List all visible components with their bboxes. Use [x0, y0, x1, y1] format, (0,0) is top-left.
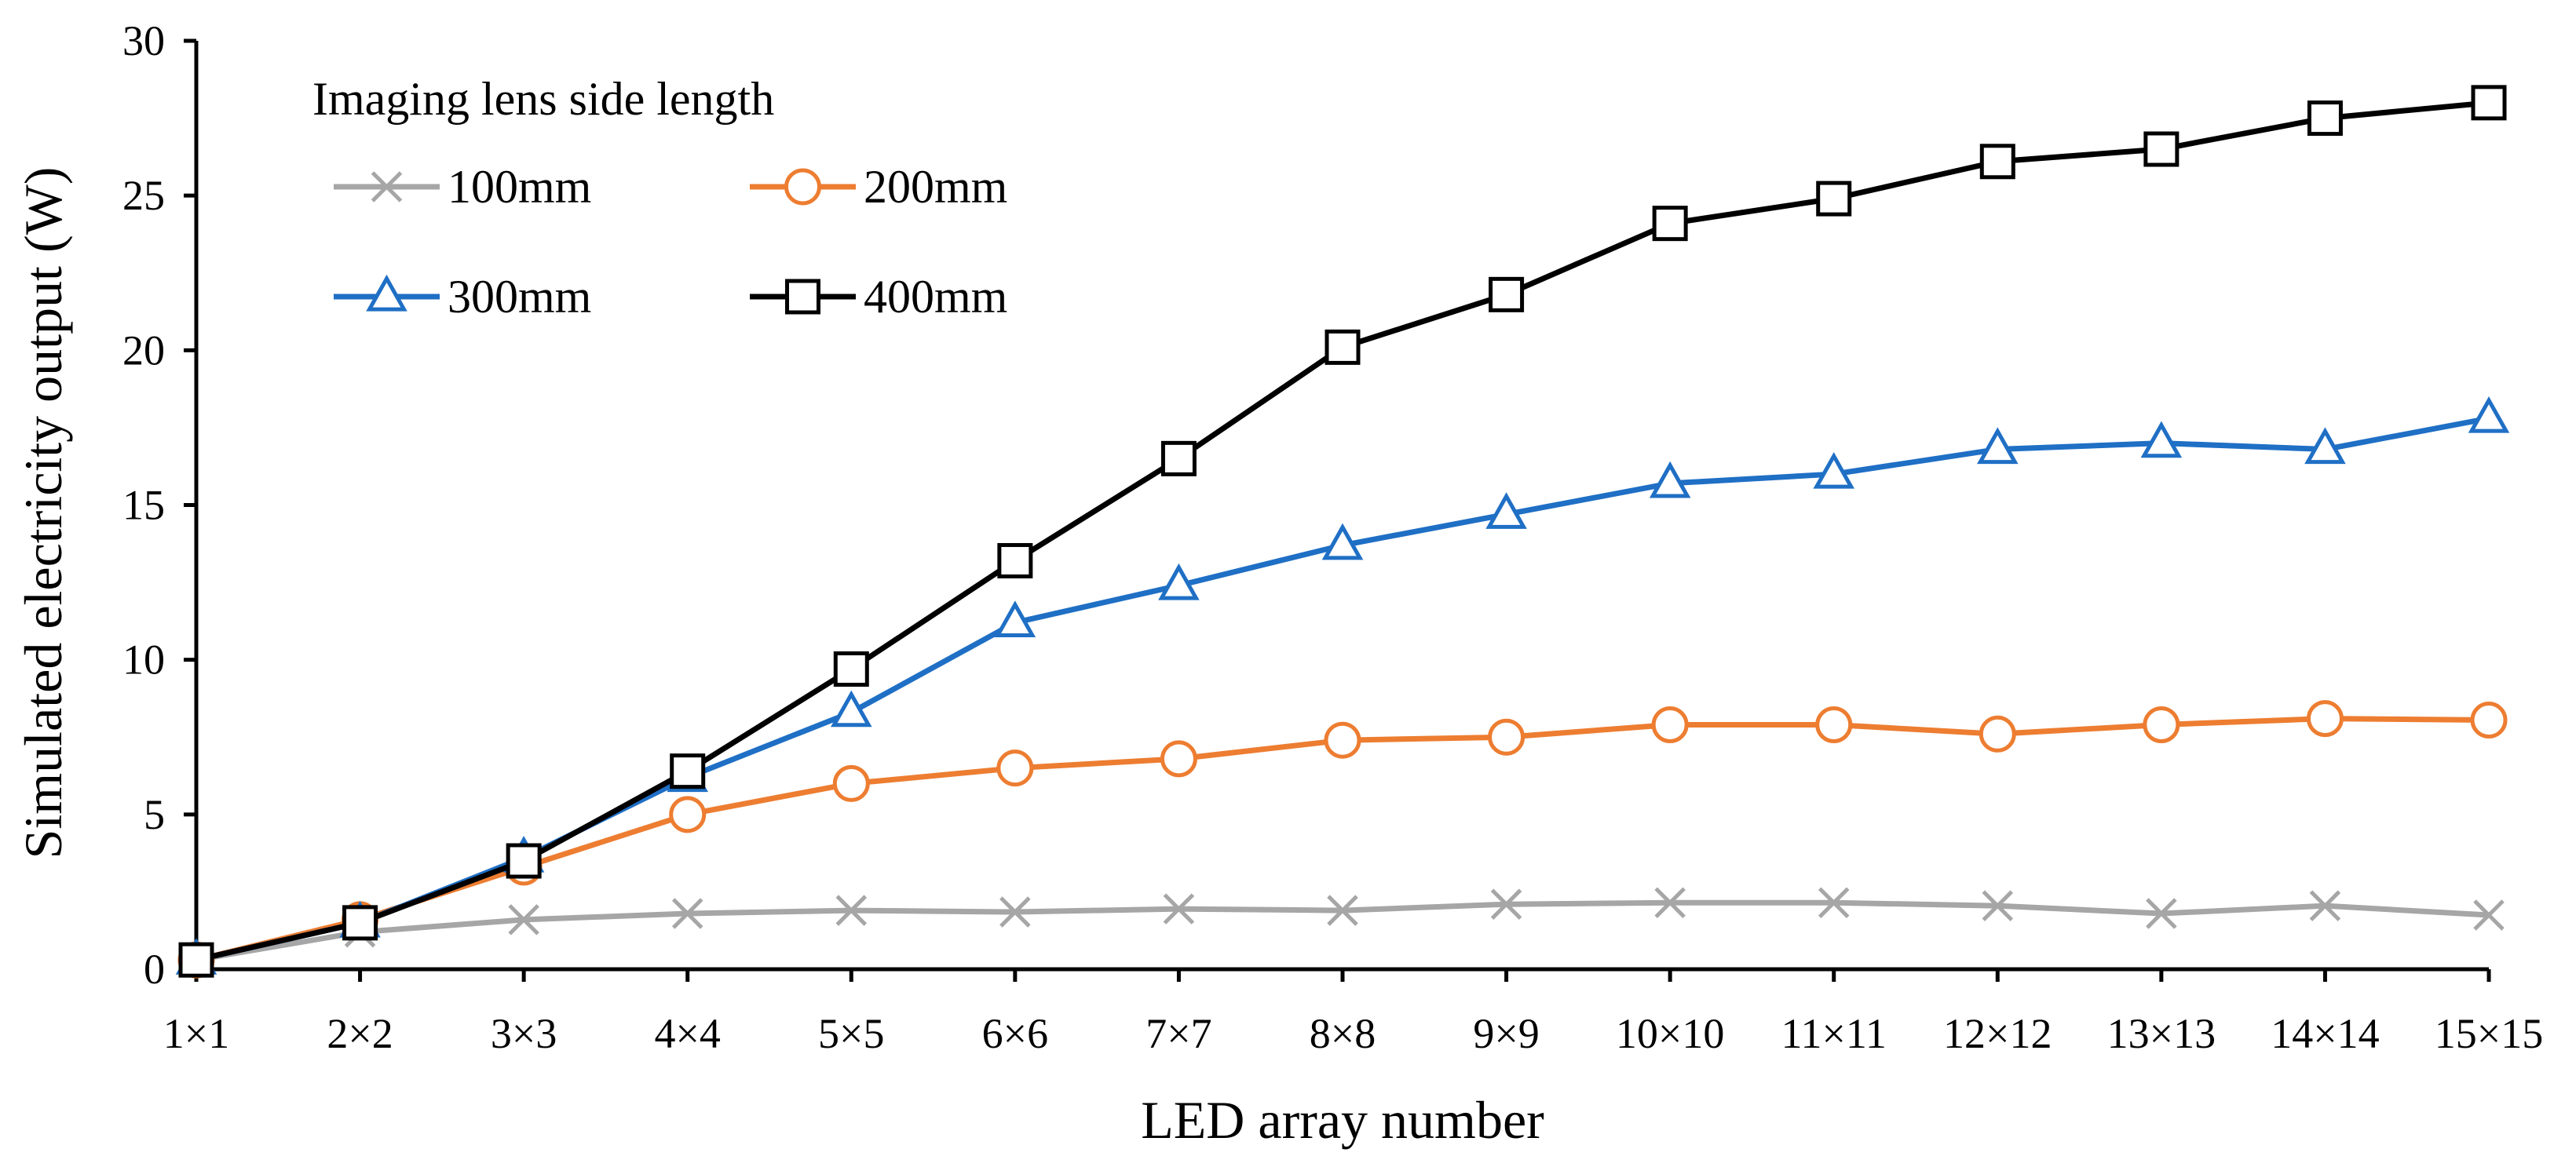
y-tick-label: 20: [122, 326, 165, 374]
data-point-100mm: [2146, 898, 2177, 929]
data-point-400mm: [342, 905, 378, 941]
data-point-400mm: [2471, 85, 2507, 121]
legend-label: 300mm: [448, 271, 591, 323]
data-point-400mm: [2307, 100, 2343, 137]
y-tick-label: 25: [122, 172, 165, 219]
data-point-100mm: [508, 904, 539, 935]
data-point-200mm: [669, 796, 707, 833]
data-point-400mm: [1489, 276, 1525, 312]
x-tick-label: 8×8: [1310, 1010, 1376, 1057]
y-tick-label: 0: [144, 946, 165, 993]
data-point-300mm: [2468, 396, 2510, 433]
x-tick-label: 7×7: [1145, 1010, 1211, 1057]
x-tick-label: 6×6: [982, 1010, 1048, 1057]
x-tick-label: 3×3: [491, 1010, 557, 1057]
data-point-100mm: [1982, 890, 2014, 921]
data-point-200mm: [2306, 700, 2344, 738]
data-point-400mm: [997, 542, 1033, 578]
data-point-200mm: [1815, 706, 1853, 743]
series-line-300mm: [195, 415, 2490, 963]
data-point-400mm: [1325, 329, 1361, 365]
legend-entry-400mm: 400mm: [750, 271, 1007, 323]
data-point-200mm: [2470, 702, 2508, 739]
series-300mm: [175, 396, 2510, 975]
x-tick-label: 14×14: [2271, 1010, 2379, 1057]
data-point-400mm: [670, 753, 706, 790]
legend-entry-300mm: 300mm: [334, 271, 591, 323]
data-point-300mm: [2140, 421, 2183, 458]
series-100mm: [181, 887, 2505, 976]
data-point-400mm: [1160, 440, 1197, 476]
x-tick-label: 13×13: [2107, 1010, 2216, 1057]
y-tick-label: 30: [122, 17, 165, 64]
legend-title: Imaging lens side length: [312, 73, 774, 125]
data-point-400mm: [506, 843, 542, 879]
legend: Imaging lens side length 100mm 200mm 300mm 4…: [312, 73, 1007, 323]
data-point-100mm: [1654, 887, 1686, 918]
data-point-200mm: [1324, 721, 1361, 759]
data-point-300mm: [2304, 427, 2346, 465]
x-tick-label: 2×2: [327, 1010, 393, 1057]
data-point-400mm: [1816, 181, 1852, 217]
legend-label: 400mm: [864, 271, 1007, 323]
data-point-100mm: [2473, 899, 2505, 931]
data-point-100mm: [999, 896, 1031, 928]
data-point-400mm: [833, 651, 869, 687]
axis-titles: LED array number Simulated electricity o…: [13, 167, 1544, 1150]
data-point-100mm: [671, 898, 703, 929]
legend-entry-200mm: 200mm: [750, 161, 1007, 213]
data-point-300mm: [1977, 427, 2019, 465]
data-point-200mm: [2143, 706, 2180, 743]
data-point-400mm: [178, 942, 214, 978]
legend-marker: [366, 274, 407, 312]
data-point-300mm: [1649, 461, 1691, 498]
data-point-200mm: [832, 764, 870, 802]
data-point-300mm: [994, 600, 1036, 637]
data-point-100mm: [1490, 888, 1522, 920]
legend-marker: [371, 171, 403, 202]
data-point-200mm: [996, 749, 1034, 787]
x-tick-label: 11×11: [1781, 1010, 1886, 1057]
y-tick-label: 15: [122, 482, 165, 529]
data-point-100mm: [835, 895, 868, 926]
legend-entry-100mm: 100mm: [334, 161, 591, 213]
data-point-300mm: [1485, 492, 1527, 529]
axes: 0 5 10 15 20 25 30 1×1 2×2 3×3 4×4 5×5 6×6 7×7 8×8 9×9 1…: [122, 17, 2543, 1057]
y-axis-title: Simulated electricity output (W): [13, 167, 73, 859]
x-tick-label: 5×5: [818, 1010, 884, 1057]
data-point-300mm: [1321, 523, 1364, 560]
data-point-100mm: [1818, 887, 1850, 918]
x-tick-label: 15×15: [2435, 1010, 2543, 1057]
x-axis-title: LED array number: [1141, 1090, 1544, 1150]
legend-label: 100mm: [448, 161, 591, 213]
data-point-200mm: [1651, 706, 1689, 743]
x-tick-label: 1×1: [163, 1010, 229, 1057]
data-point-300mm: [831, 690, 872, 728]
legend-marker: [784, 168, 821, 206]
series-200mm: [177, 700, 2508, 979]
data-point-300mm: [1813, 451, 1854, 489]
y-tick-label: 5: [144, 791, 165, 838]
data-point-300mm: [1158, 563, 1200, 600]
data-point-400mm: [1652, 206, 1688, 242]
x-tick-label: 12×12: [1943, 1010, 2052, 1057]
data-point-200mm: [1160, 740, 1197, 778]
legend-marker: [785, 279, 820, 315]
data-point-400mm: [1979, 144, 2015, 180]
data-point-100mm: [1163, 893, 1195, 924]
series-layer: [175, 85, 2510, 979]
data-point-200mm: [1488, 718, 1526, 756]
series-400mm: [178, 85, 2507, 978]
x-tick-label: 4×4: [654, 1010, 720, 1057]
data-point-400mm: [2143, 131, 2180, 167]
data-point-100mm: [1327, 895, 1358, 926]
legend-label: 200mm: [864, 161, 1007, 213]
data-point-100mm: [2309, 890, 2341, 921]
x-tick-label: 10×10: [1616, 1010, 1724, 1057]
x-tick-label: 9×9: [1473, 1010, 1539, 1057]
y-tick-label: 10: [122, 636, 165, 684]
data-point-200mm: [1979, 715, 2016, 753]
